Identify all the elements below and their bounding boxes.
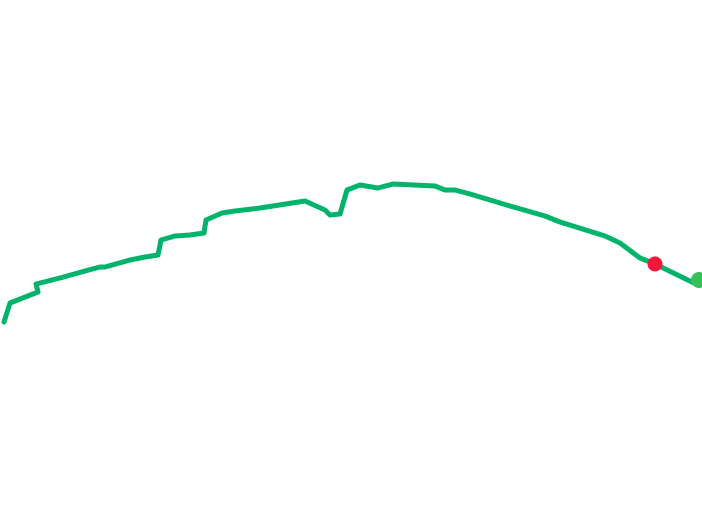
end-point-marker[interactable]	[691, 272, 702, 288]
route-line	[1, 181, 701, 325]
current-position-marker[interactable]	[647, 256, 663, 272]
